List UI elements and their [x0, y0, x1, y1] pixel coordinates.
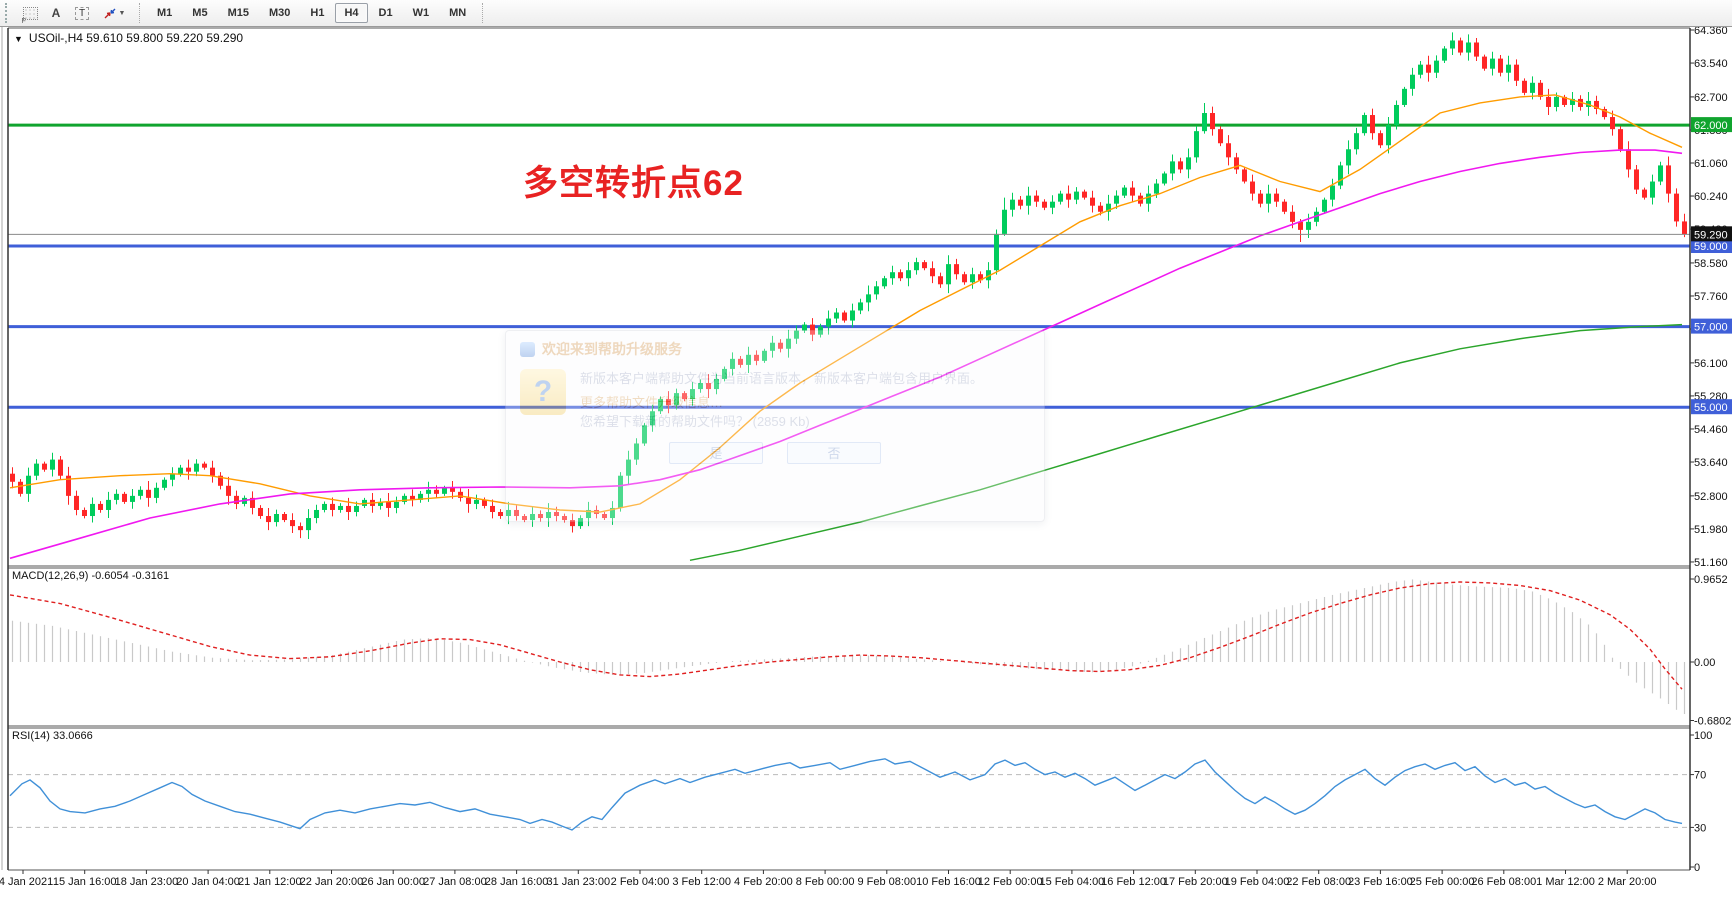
svg-text:59.290: 59.290 [1694, 229, 1728, 241]
timeframe-toolbar: M1 M5 M15 M30 H1 H4 D1 W1 MN [148, 3, 475, 23]
svg-text:3 Feb 12:00: 3 Feb 12:00 [672, 876, 731, 888]
svg-text:17 Feb 20:00: 17 Feb 20:00 [1163, 876, 1228, 888]
svg-text:0: 0 [1694, 862, 1700, 874]
svg-text:16 Feb 12:00: 16 Feb 12:00 [1101, 876, 1166, 888]
svg-text:100: 100 [1694, 730, 1712, 742]
svg-text:8 Feb 00:00: 8 Feb 00:00 [796, 876, 855, 888]
svg-text:15 Jan 16:00: 15 Jan 16:00 [53, 876, 117, 888]
rsi-line [9, 758, 1683, 831]
svg-text:14 Jan 2021: 14 Jan 2021 [0, 876, 53, 888]
tf-button-h4[interactable]: H4 [335, 3, 368, 23]
svg-text:28 Jan 16:00: 28 Jan 16:00 [485, 876, 549, 888]
svg-text:1 Mar 12:00: 1 Mar 12:00 [1536, 876, 1595, 888]
toolbar-separator [139, 3, 141, 23]
svg-text:57.000: 57.000 [1694, 322, 1728, 334]
svg-text:61.060: 61.060 [1694, 158, 1728, 170]
svg-text:64.360: 64.360 [1694, 27, 1728, 37]
ma-fast-orange [9, 94, 1683, 513]
ma-mid-magenta [9, 149, 1683, 560]
svg-text:54.460: 54.460 [1694, 424, 1728, 436]
svg-text:62.000: 62.000 [1694, 120, 1728, 132]
grid-glyph: F [22, 6, 38, 25]
svg-text:58.580: 58.580 [1694, 258, 1728, 270]
macd-histogram [11, 579, 1686, 715]
svg-text:31 Jan 23:00: 31 Jan 23:00 [546, 876, 610, 888]
svg-text:23 Feb 16:00: 23 Feb 16:00 [1348, 876, 1413, 888]
indicator-axes[interactable]: 0.9652 0.00 -0.6802 100 70 30 0 [1690, 574, 1731, 874]
svg-text:0.9652: 0.9652 [1694, 574, 1728, 586]
arrows-glyph [104, 8, 116, 18]
toolbar-drag-handle[interactable] [5, 3, 12, 23]
svg-text:60.240: 60.240 [1694, 191, 1728, 203]
svg-text:22 Feb 08:00: 22 Feb 08:00 [1286, 876, 1351, 888]
tf-button-h1[interactable]: H1 [310, 7, 325, 19]
svg-text:20 Jan 04:00: 20 Jan 04:00 [176, 876, 240, 888]
font-a-icon[interactable]: A [51, 6, 61, 20]
svg-text:26 Jan 00:00: 26 Jan 00:00 [361, 876, 425, 888]
svg-text:27 Jan 08:00: 27 Jan 08:00 [423, 876, 487, 888]
svg-text:57.760: 57.760 [1694, 291, 1728, 303]
chart-grid-icon[interactable]: F [18, 2, 42, 25]
tf-button-mn[interactable]: MN [449, 7, 467, 19]
svg-text:51.160: 51.160 [1694, 557, 1728, 569]
horizontal-level-lines[interactable] [8, 123, 1690, 409]
chart-canvas[interactable]: 64.36063.54062.70061.88061.06060.24059.4… [0, 25, 1732, 899]
svg-text:56.100: 56.100 [1694, 358, 1728, 370]
svg-text:25 Feb 00:00: 25 Feb 00:00 [1410, 876, 1475, 888]
svg-text:62.700: 62.700 [1694, 92, 1728, 104]
tf-button-d1[interactable]: D1 [378, 7, 393, 19]
tf-button-m1[interactable]: M1 [157, 7, 173, 19]
svg-text:70: 70 [1694, 770, 1706, 782]
svg-text:4 Feb 20:00: 4 Feb 20:00 [734, 876, 793, 888]
toolbar: F A T ▼ M1 M5 M15 M30 H1 H4 D1 W1 MN [0, 0, 1732, 27]
svg-text:18 Jan 23:00: 18 Jan 23:00 [115, 876, 179, 888]
svg-text:21 Jan 12:00: 21 Jan 12:00 [238, 876, 302, 888]
tf-button-w1[interactable]: W1 [412, 7, 430, 19]
arrow-objects-icon[interactable]: ▼ [96, 2, 132, 24]
ma-slow-green [689, 323, 1683, 562]
candles [10, 32, 1687, 539]
tf-button-m15[interactable]: M15 [227, 7, 249, 19]
tf-button-m30[interactable]: M30 [268, 7, 291, 19]
svg-text:51.980: 51.980 [1694, 524, 1728, 536]
panel-borders [1, 27, 1691, 871]
svg-text:53.640: 53.640 [1694, 457, 1728, 469]
svg-text:10 Feb 16:00: 10 Feb 16:00 [916, 876, 981, 888]
svg-text:12 Feb 00:00: 12 Feb 00:00 [978, 876, 1043, 888]
svg-text:30: 30 [1694, 822, 1706, 834]
svg-text:55.000: 55.000 [1694, 402, 1728, 414]
svg-text:0.00: 0.00 [1694, 657, 1715, 669]
svg-text:52.800: 52.800 [1694, 491, 1728, 503]
macd-signal-line [9, 581, 1683, 690]
svg-text:15 Feb 04:00: 15 Feb 04:00 [1039, 876, 1104, 888]
svg-text:-0.6802: -0.6802 [1694, 715, 1731, 727]
svg-text:2 Mar 20:00: 2 Mar 20:00 [1598, 876, 1657, 888]
svg-text:63.540: 63.540 [1694, 58, 1728, 70]
svg-text:26 Feb 08:00: 26 Feb 08:00 [1471, 876, 1536, 888]
svg-text:59.000: 59.000 [1694, 241, 1728, 253]
svg-text:2 Feb 04:00: 2 Feb 04:00 [611, 876, 670, 888]
text-label-icon[interactable]: T [70, 2, 94, 24]
svg-text:19 Feb 04:00: 19 Feb 04:00 [1225, 876, 1290, 888]
price-axis[interactable]: 64.36063.54062.70061.88061.06060.24059.4… [1690, 25, 1732, 569]
tf-button-m5[interactable]: M5 [192, 7, 208, 19]
toolbar-separator [482, 3, 484, 23]
chart-area[interactable]: 64.36063.54062.70061.88061.06060.24059.4… [0, 25, 1732, 899]
svg-text:9 Feb 08:00: 9 Feb 08:00 [857, 876, 916, 888]
svg-text:22 Jan 20:00: 22 Jan 20:00 [300, 876, 364, 888]
dropdown-caret-icon[interactable]: ▼ [118, 9, 126, 17]
